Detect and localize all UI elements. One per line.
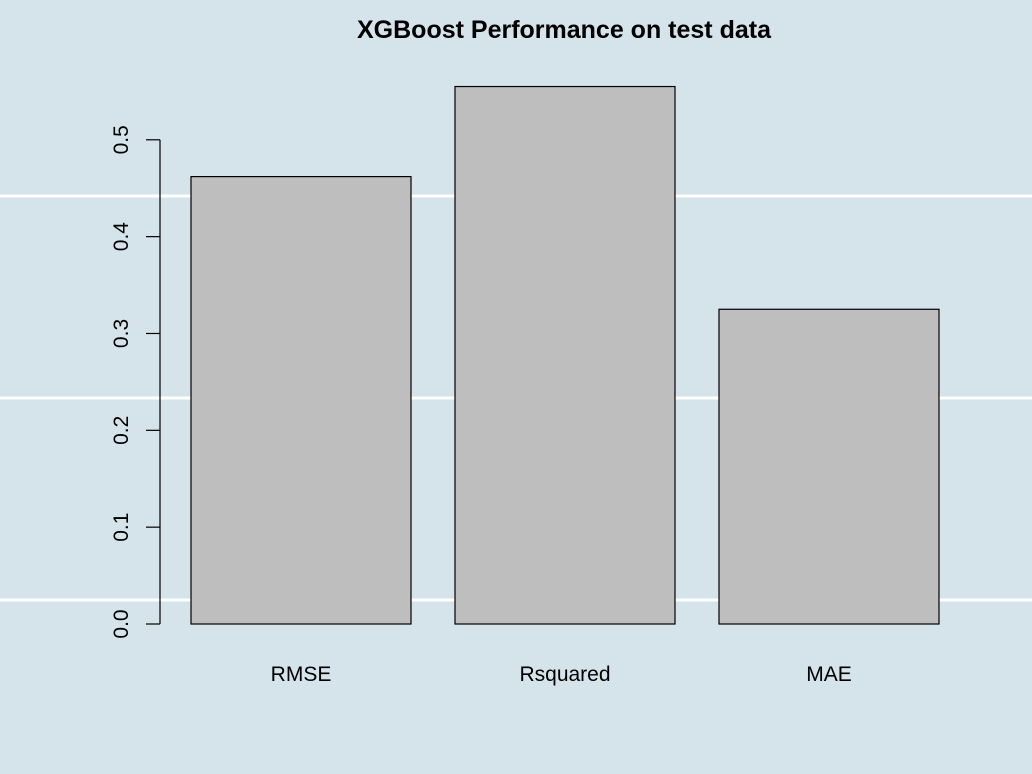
y-tick-label: 0.1 <box>110 513 133 542</box>
x-category-label-rsquared: Rsquared <box>519 663 610 686</box>
y-tick-label: 0.3 <box>110 319 133 348</box>
bar-mae <box>718 308 940 625</box>
y-tick-label: 0.0 <box>110 609 133 638</box>
y-tick-label: 0.4 <box>110 222 133 252</box>
bar-rsquared <box>454 85 676 625</box>
y-tick-label: 0.5 <box>110 125 133 154</box>
x-category-label-rmse: RMSE <box>271 663 332 686</box>
x-category-label-mae: MAE <box>806 663 852 686</box>
chart-title: XGBoost Performance on test data <box>357 16 772 44</box>
bar-rmse <box>190 175 412 625</box>
x-category-labels: RMSE Rsquared MAE <box>271 663 852 686</box>
y-axis: 0.0 0.1 0.2 0.3 0.4 0.5 <box>110 125 161 639</box>
y-tick-label: 0.2 <box>110 416 133 445</box>
bars-group <box>190 85 940 625</box>
